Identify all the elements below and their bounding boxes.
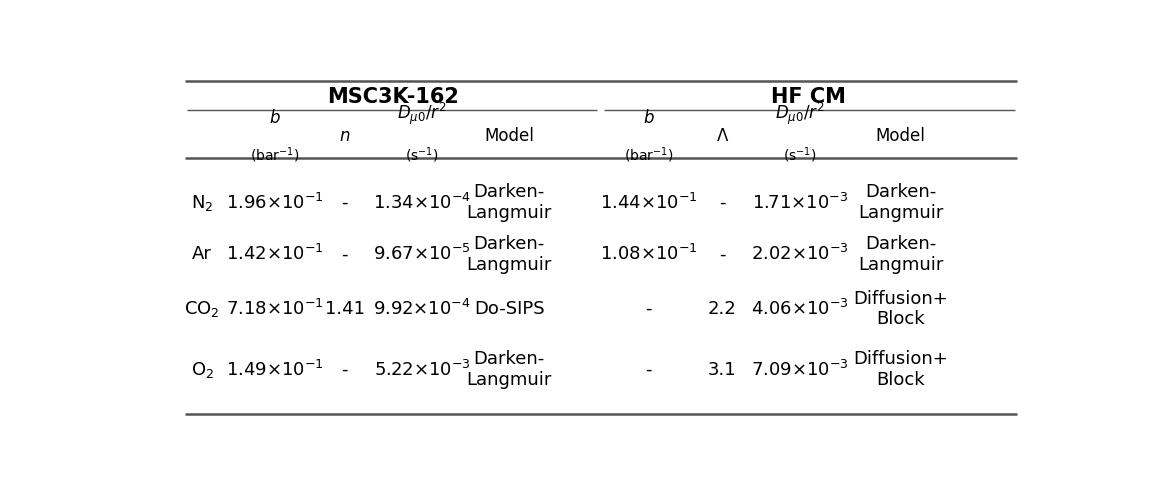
Text: 3.1: 3.1 <box>708 361 737 379</box>
Text: Darken-
Langmuir: Darken- Langmuir <box>466 184 552 222</box>
Text: Model: Model <box>875 127 925 145</box>
Text: Do-SIPS: Do-SIPS <box>474 300 545 318</box>
Text: -: - <box>342 246 348 263</box>
Text: $1.42{\times}10^{-1}$: $1.42{\times}10^{-1}$ <box>226 244 323 264</box>
Text: 2.2: 2.2 <box>708 300 737 318</box>
Text: $4.06{\times}10^{-3}$: $4.06{\times}10^{-3}$ <box>751 299 848 319</box>
Text: Darken-
Langmuir: Darken- Langmuir <box>858 235 943 274</box>
Text: Model: Model <box>484 127 534 145</box>
Text: $1.49{\times}10^{-1}$: $1.49{\times}10^{-1}$ <box>226 360 323 380</box>
Text: -: - <box>646 361 651 379</box>
Text: $7.09{\times}10^{-3}$: $7.09{\times}10^{-3}$ <box>751 360 848 380</box>
Text: -: - <box>646 300 651 318</box>
Text: -: - <box>719 246 726 263</box>
Text: $\mathregular{N_2}$: $\mathregular{N_2}$ <box>191 193 213 213</box>
Text: $b$: $b$ <box>643 109 655 127</box>
Text: Darken-
Langmuir: Darken- Langmuir <box>466 351 552 389</box>
Text: Darken-
Langmuir: Darken- Langmuir <box>466 235 552 274</box>
Text: $9.92{\times}10^{-4}$: $9.92{\times}10^{-4}$ <box>373 299 472 319</box>
Text: $1.71{\times}10^{-3}$: $1.71{\times}10^{-3}$ <box>751 192 848 213</box>
Text: $n$: $n$ <box>340 127 350 145</box>
Text: -: - <box>342 361 348 379</box>
Text: $\Lambda$: $\Lambda$ <box>715 127 729 145</box>
Text: $b$: $b$ <box>269 109 280 127</box>
Text: $2.02{\times}10^{-3}$: $2.02{\times}10^{-3}$ <box>751 244 848 264</box>
Text: $7.18{\times}10^{-1}$: $7.18{\times}10^{-1}$ <box>226 299 323 319</box>
Text: (bar$^{-1}$): (bar$^{-1}$) <box>624 146 673 165</box>
Text: $\mathregular{O_2}$: $\mathregular{O_2}$ <box>191 360 213 380</box>
Text: $1.08{\times}10^{-1}$: $1.08{\times}10^{-1}$ <box>600 244 698 264</box>
Text: (s$^{-1}$): (s$^{-1}$) <box>783 146 817 165</box>
Text: Ar: Ar <box>192 246 212 263</box>
Text: $1.44{\times}10^{-1}$: $1.44{\times}10^{-1}$ <box>600 192 698 213</box>
Text: (bar$^{-1}$): (bar$^{-1}$) <box>250 146 300 165</box>
Text: -: - <box>342 194 348 212</box>
Text: $9.67{\times}10^{-5}$: $9.67{\times}10^{-5}$ <box>373 244 472 264</box>
Text: Diffusion+
Block: Diffusion+ Block <box>853 351 948 389</box>
Text: $\mathregular{CO_2}$: $\mathregular{CO_2}$ <box>184 299 220 319</box>
Text: $5.22{\times}10^{-3}$: $5.22{\times}10^{-3}$ <box>374 360 471 380</box>
Text: $1.34{\times}10^{-4}$: $1.34{\times}10^{-4}$ <box>373 192 472 213</box>
Text: (s$^{-1}$): (s$^{-1}$) <box>406 146 439 165</box>
Text: HF CM: HF CM <box>771 87 846 107</box>
Text: $D_{\mu 0}/r^{2}$: $D_{\mu 0}/r^{2}$ <box>398 101 447 127</box>
Text: $D_{\mu 0}/r^{2}$: $D_{\mu 0}/r^{2}$ <box>775 101 824 127</box>
Text: MSC3K-162: MSC3K-162 <box>327 87 459 107</box>
Text: $1.96{\times}10^{-1}$: $1.96{\times}10^{-1}$ <box>226 192 323 213</box>
Text: Diffusion+
Block: Diffusion+ Block <box>853 290 948 328</box>
Text: -: - <box>719 194 726 212</box>
Text: 1.41: 1.41 <box>325 300 365 318</box>
Text: Darken-
Langmuir: Darken- Langmuir <box>858 184 943 222</box>
